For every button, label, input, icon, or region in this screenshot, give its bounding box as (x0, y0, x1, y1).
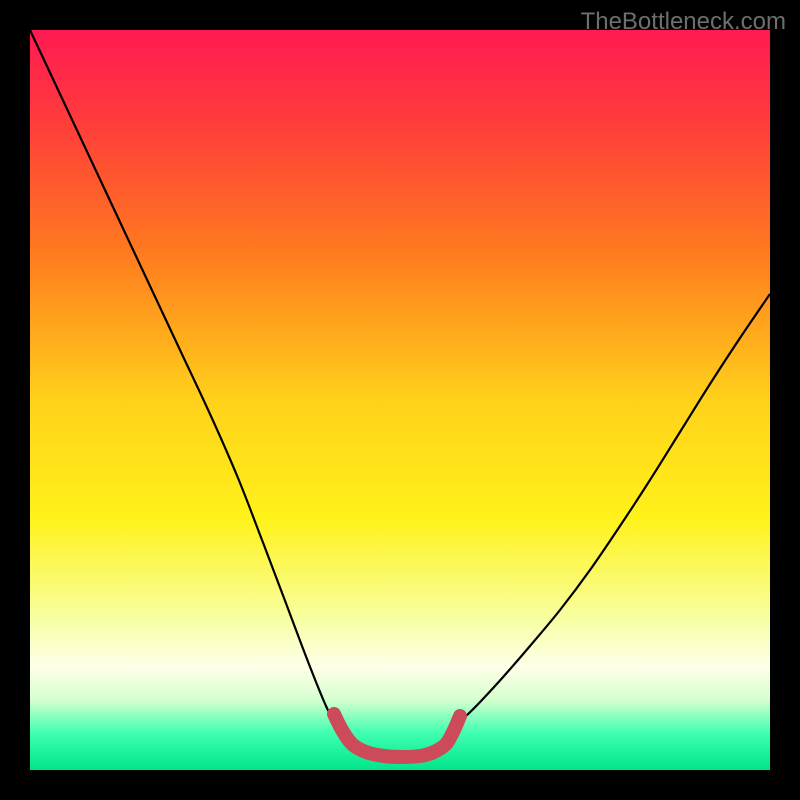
bottleneck-chart (0, 0, 800, 800)
plot-background (30, 30, 770, 770)
